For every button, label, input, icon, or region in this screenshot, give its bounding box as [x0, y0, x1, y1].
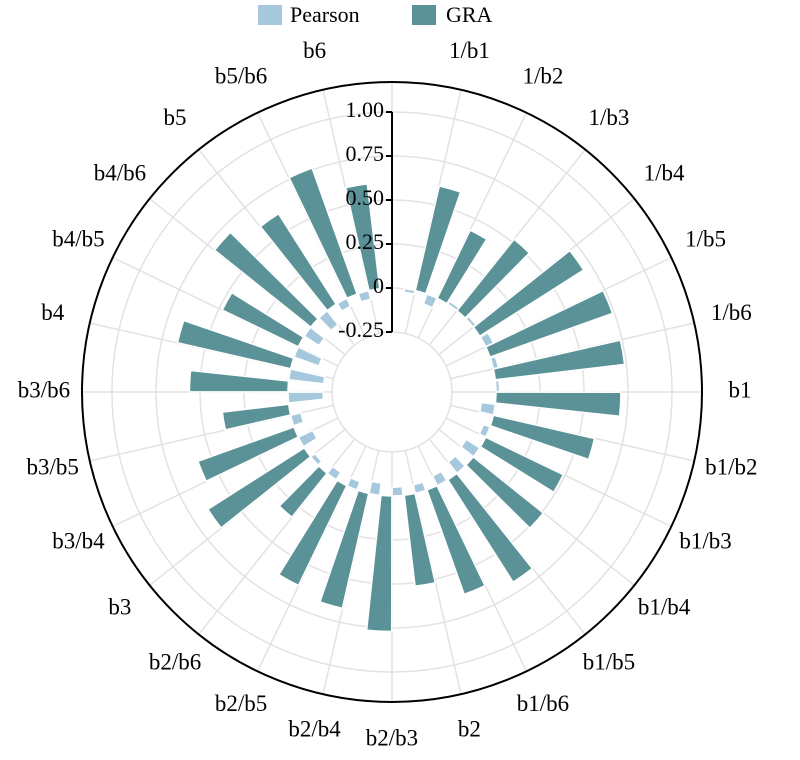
category-label: 1/b3: [589, 105, 630, 130]
bar-pearson-b3: [309, 452, 323, 467]
category-label: b2: [458, 717, 481, 742]
category-label: b2/b3: [366, 725, 418, 750]
category-label: b1: [729, 377, 752, 402]
bar-pearson-b2-b3: [391, 485, 404, 497]
bar-pearson-b6: [357, 289, 372, 303]
bar-pearson-b1: [494, 379, 501, 393]
category-label: 1/b4: [644, 160, 685, 185]
bar-pearson-b4: [287, 368, 326, 385]
bar-gra-b5-b6: [288, 167, 359, 300]
bar-pearson-b4-b6: [303, 326, 326, 347]
category-label: 1/b6: [711, 300, 752, 325]
bar-gra-1-b4: [472, 249, 585, 338]
bar-pearson-b2-b6: [326, 465, 342, 481]
bar-gra-b2-b3: [365, 494, 393, 633]
radial-axis: -0.25 0 0.25 0.50 0.75 1.00: [338, 97, 393, 342]
category-label: b1/b6: [517, 691, 569, 716]
category-label: b3/b6: [18, 377, 70, 402]
category-label: b2/b5: [215, 691, 267, 716]
bar-gra-b3-b4: [196, 425, 300, 483]
bar-gra-1-b2: [436, 229, 488, 305]
category-label: b1/b5: [583, 649, 635, 674]
bar-pearson-1-b1: [403, 287, 416, 295]
bar-gra-b2: [403, 492, 437, 587]
bar-gra-b1-b4: [464, 455, 545, 530]
tick-label: 0.25: [346, 229, 385, 254]
bar-gra-b2-b4: [319, 489, 370, 610]
category-label: b1/b2: [705, 455, 757, 480]
bar-pearson-b3-b5: [289, 412, 305, 427]
category-label: b5: [164, 105, 187, 130]
legend-swatch-pearson: [258, 5, 282, 25]
bar-gra-b3-b5: [221, 403, 292, 431]
bar-gra-b4-b6: [213, 231, 320, 329]
tick-label: 0.50: [346, 185, 385, 210]
bar-gra-b4: [176, 319, 295, 370]
bar-gra-b2-b5: [277, 479, 348, 587]
tick-label: 1.00: [346, 97, 385, 122]
category-label: b4/b5: [52, 226, 104, 251]
category-label: b2/b4: [288, 717, 341, 742]
category-label: 1/b5: [685, 226, 726, 251]
bar-gra-b1-b2: [489, 414, 596, 461]
outer-ring: [81, 81, 703, 703]
bar-gra-b6: [344, 183, 381, 292]
legend-swatch-gra: [412, 5, 436, 25]
bar-gra-b5: [259, 212, 338, 312]
bar-gra-b4-b5: [221, 291, 305, 348]
bar-pearson-b1-b2: [478, 401, 497, 416]
bar-pearson-b2-b4: [368, 480, 383, 497]
category-label: b4: [41, 300, 65, 325]
bar-pearson-b1-b5: [447, 454, 467, 475]
bar-gra-1-b6: [492, 339, 626, 381]
bar-gra-1-b5: [484, 289, 614, 359]
category-label: b4/b6: [94, 160, 146, 185]
tick-label: -0.25: [338, 317, 384, 342]
category-labels: 1/b1 1/b2 1/b3 1/b4 1/b5 1/b6 b1 b1/b2 b1/b3 b1/b…: [18, 38, 758, 750]
bar-pearson-b2-b5: [345, 476, 361, 491]
category-label: 1/b2: [523, 64, 564, 89]
bar-pearson-b3-b6: [287, 391, 325, 404]
bar-gra-b1: [494, 391, 622, 418]
bar-gra-b1-b5: [446, 472, 534, 584]
bar-gra-b1-b6: [425, 484, 486, 596]
category-label: b3: [108, 594, 131, 619]
bar-pearson-1-b2: [422, 293, 439, 309]
grid-circle: [331, 331, 453, 453]
category-label: b1/b4: [638, 594, 691, 619]
category-label: 1/b1: [449, 38, 490, 63]
bar-pearson-b1-b4: [459, 438, 481, 458]
bar-pearson-b2: [412, 481, 427, 495]
category-label: b2/b6: [149, 649, 201, 674]
tick-label: 0.75: [346, 141, 385, 166]
bar-gra-b1-b3: [479, 436, 565, 494]
bar-gra-b3-b6: [188, 369, 290, 393]
bar-gra-b3: [206, 446, 312, 530]
bars: [176, 167, 626, 633]
tick-label: 0: [373, 273, 384, 298]
legend: Pearson GRA: [258, 2, 493, 27]
category-label: b5/b6: [215, 64, 267, 89]
category-label: b6: [303, 38, 326, 63]
legend-label-pearson: Pearson: [290, 2, 360, 27]
bar-pearson-b4-b5: [293, 345, 324, 367]
bar-gra-b2-b6: [278, 464, 329, 519]
category-label: b3/b4: [52, 528, 105, 553]
bar-gra-1-b1: [414, 185, 462, 295]
bar-gra-1-b3: [455, 238, 531, 320]
legend-label-gra: GRA: [446, 2, 493, 27]
bar-pearson-b1-b6: [431, 470, 448, 487]
bar-pearson-1-b6: [489, 355, 500, 370]
bar-pearson-b5: [317, 309, 340, 332]
category-label: b1/b3: [679, 528, 731, 553]
bar-pearson-b1-b3: [478, 423, 491, 439]
bar-pearson-b3-b4: [297, 429, 319, 448]
category-label: b3/b5: [27, 455, 79, 480]
